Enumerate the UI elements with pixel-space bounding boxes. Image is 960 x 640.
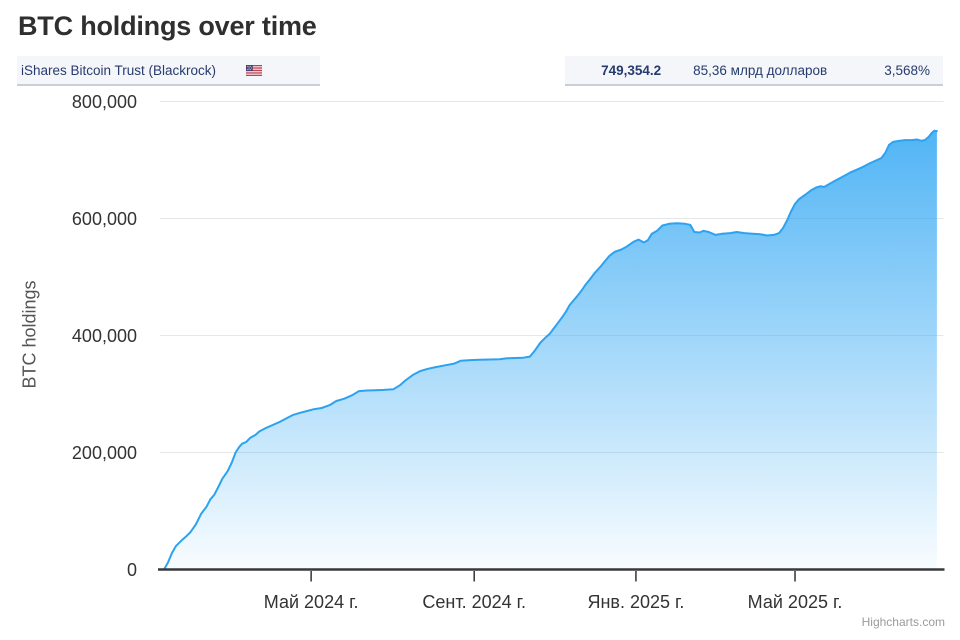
x-axis-tick-label: Май 2024 г. xyxy=(263,592,359,612)
x-axis-tick-label: Сент. 2024 г. xyxy=(422,592,526,612)
supply-percent-value: 3,568% xyxy=(884,62,930,78)
fund-row[interactable]: iShares Bitcoin Trust (Blackrock) xyxy=(17,56,320,86)
y-axis-tick-label: 600,000 xyxy=(71,208,137,229)
y-axis-tick-label: 0 xyxy=(126,559,137,580)
highcharts-credit-link[interactable]: Highcharts.com xyxy=(861,615,945,629)
btc-holdings-value: 749,354.2 xyxy=(601,62,662,78)
y-axis-tick-label: 400,000 xyxy=(71,325,137,346)
x-axis-tick-label: Май 2025 г. xyxy=(747,592,843,612)
aum-value: 85,36 млрд долларов xyxy=(693,62,828,78)
fund-label: iShares Bitcoin Trust (Blackrock) xyxy=(21,62,217,78)
series-area[interactable] xyxy=(164,130,937,570)
y-axis-tick-label: 800,000 xyxy=(71,91,137,112)
y-axis-tick-label: 200,000 xyxy=(71,442,137,463)
series-line[interactable] xyxy=(163,129,938,571)
fund-stats-row[interactable]: 749,354.2 85,36 млрд долларов 3,568% xyxy=(565,56,943,86)
page-title: BTC holdings over time xyxy=(18,11,317,41)
x-axis-tick-label: Янв. 2025 г. xyxy=(587,592,685,612)
us-flag-icon xyxy=(246,64,262,76)
